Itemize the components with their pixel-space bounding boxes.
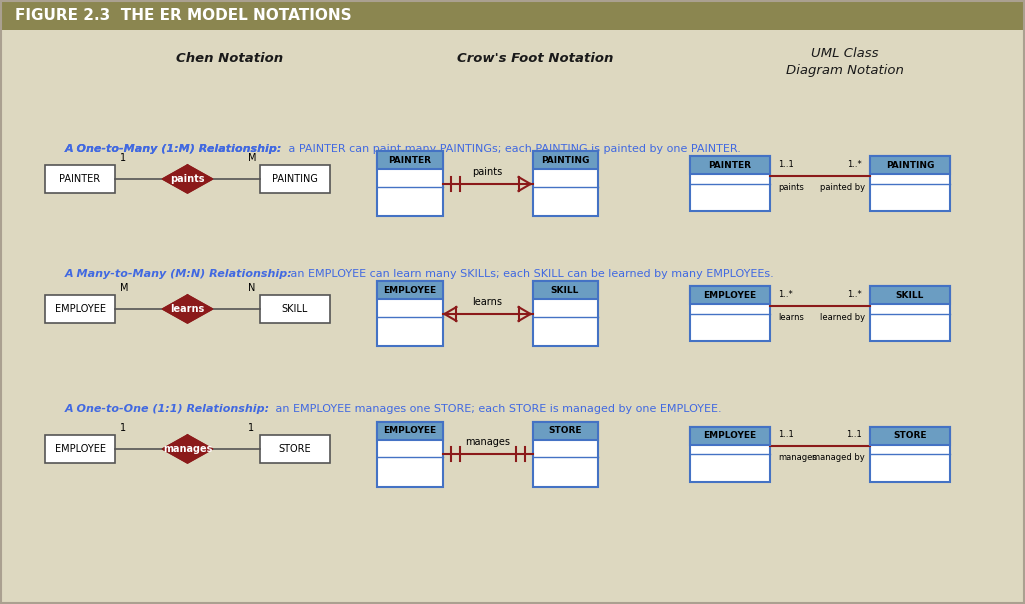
Bar (45, 165, 115, 193)
Text: M: M (120, 283, 128, 293)
Polygon shape (163, 435, 212, 463)
Text: 1..1: 1..1 (778, 160, 793, 169)
Text: learns: learns (473, 297, 502, 307)
Text: UML Class
Diagram Notation: UML Class Diagram Notation (786, 47, 904, 77)
Text: 1: 1 (120, 153, 126, 163)
Bar (533, 152, 598, 216)
Bar (870, 286, 950, 341)
Text: PAINTER: PAINTER (708, 161, 751, 170)
Text: paints: paints (473, 167, 502, 177)
Bar (377, 281, 443, 300)
Bar (45, 435, 115, 463)
Text: manages: manages (465, 437, 510, 447)
Text: managed by: managed by (812, 453, 865, 462)
Text: PAINTING: PAINTING (886, 161, 934, 170)
Polygon shape (163, 165, 212, 193)
Text: learns: learns (778, 313, 804, 322)
Text: learns: learns (170, 304, 205, 314)
Bar (260, 435, 330, 463)
Text: a PAINTER can paint many PAINTINGs; each PAINTING is painted by one PAINTER.: a PAINTER can paint many PAINTINGs; each… (285, 144, 741, 154)
Text: STORE: STORE (893, 431, 927, 440)
Bar (690, 156, 770, 175)
Text: 1..*: 1..* (778, 290, 792, 299)
Bar (260, 295, 330, 323)
Text: M: M (248, 153, 256, 163)
Bar (690, 286, 770, 341)
Text: A One-to-Many (1:M) Relationship:: A One-to-Many (1:M) Relationship: (65, 144, 282, 154)
Text: STORE: STORE (279, 444, 312, 454)
Text: STORE: STORE (548, 426, 582, 435)
Text: PAINTING: PAINTING (272, 174, 318, 184)
Text: 1..1: 1..1 (778, 430, 793, 439)
Text: EMPLOYEE: EMPLOYEE (383, 426, 437, 435)
Text: 1..*: 1..* (848, 290, 862, 299)
Text: 1: 1 (248, 423, 254, 433)
Bar (533, 422, 598, 440)
Text: 1: 1 (120, 423, 126, 433)
Bar (690, 286, 770, 304)
Text: an EMPLOYEE can learn many SKILLs; each SKILL can be learned by many EMPLOYEEs.: an EMPLOYEE can learn many SKILLs; each … (287, 269, 774, 279)
Bar (690, 426, 770, 445)
Bar (377, 422, 443, 440)
Bar (0, 0, 1025, 30)
Text: EMPLOYEE: EMPLOYEE (703, 291, 756, 300)
Text: A One-to-One (1:1) Relationship:: A One-to-One (1:1) Relationship: (65, 404, 271, 414)
Text: SKILL: SKILL (550, 286, 579, 295)
Bar (870, 156, 950, 175)
Bar (870, 426, 950, 481)
Text: SKILL: SKILL (896, 291, 925, 300)
Text: 1..*: 1..* (848, 160, 862, 169)
Text: A One-to-Many (1:M) Relationship:: A One-to-Many (1:M) Relationship: (65, 144, 282, 154)
Bar (870, 426, 950, 445)
Bar (533, 152, 598, 170)
Text: EMPLOYEE: EMPLOYEE (54, 304, 106, 314)
Bar (690, 156, 770, 211)
Bar (870, 286, 950, 304)
Text: PAINTER: PAINTER (59, 174, 100, 184)
Text: learned by: learned by (820, 313, 865, 322)
Bar (377, 422, 443, 486)
Text: Crow's Foot Notation: Crow's Foot Notation (457, 53, 613, 65)
Text: FIGURE 2.3  THE ER MODEL NOTATIONS: FIGURE 2.3 THE ER MODEL NOTATIONS (15, 7, 352, 22)
Bar (690, 426, 770, 481)
Bar (260, 165, 330, 193)
Text: PAINTER: PAINTER (388, 156, 432, 165)
Bar (533, 422, 598, 486)
Text: manages: manages (778, 453, 817, 462)
Text: painted by: painted by (820, 183, 865, 192)
Bar (377, 152, 443, 170)
Text: SKILL: SKILL (282, 304, 309, 314)
Text: an EMPLOYEE manages one STORE; each STORE is managed by one EMPLOYEE.: an EMPLOYEE manages one STORE; each STOR… (272, 404, 722, 414)
Bar (377, 152, 443, 216)
Bar (533, 281, 598, 347)
Bar (377, 281, 443, 347)
Text: EMPLOYEE: EMPLOYEE (383, 286, 437, 295)
Text: Chen Notation: Chen Notation (176, 53, 284, 65)
Text: EMPLOYEE: EMPLOYEE (54, 444, 106, 454)
Polygon shape (163, 295, 212, 323)
Text: paints: paints (778, 183, 804, 192)
Text: paints: paints (170, 174, 205, 184)
Bar (533, 281, 598, 300)
Text: 1..1: 1..1 (847, 430, 862, 439)
Text: manages: manages (163, 444, 212, 454)
Text: N: N (248, 283, 255, 293)
Text: PAINTING: PAINTING (541, 156, 589, 165)
Bar (870, 156, 950, 211)
Text: EMPLOYEE: EMPLOYEE (703, 431, 756, 440)
Text: A Many-to-Many (M:N) Relationship:: A Many-to-Many (M:N) Relationship: (65, 269, 293, 279)
Bar (45, 295, 115, 323)
